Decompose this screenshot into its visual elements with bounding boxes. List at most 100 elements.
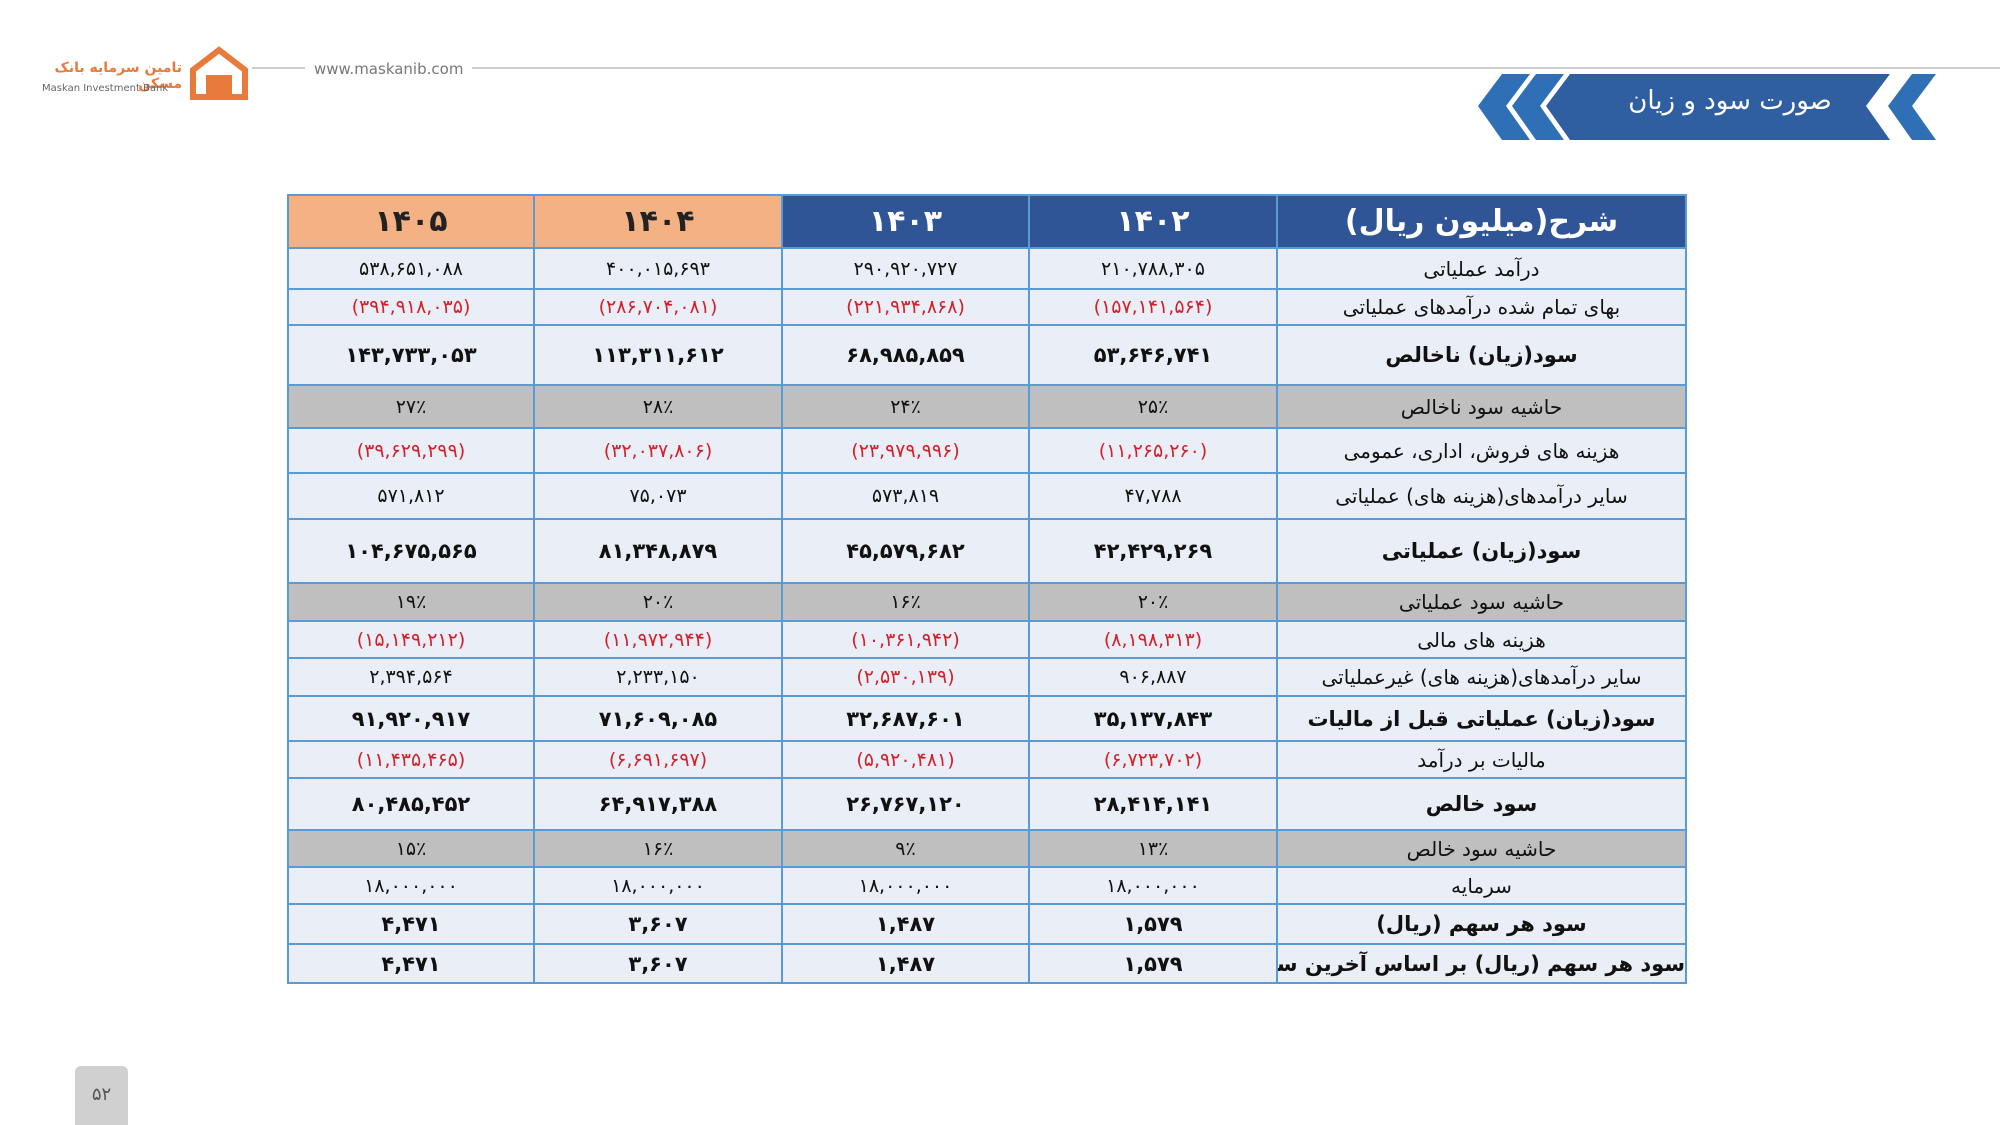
- table-row: سود هر سهم (ریال) ۱,۵۷۹ ۱,۴۸۷ ۳,۶۰۷ ۴,۴۷۱: [287, 903, 1687, 945]
- cell-value: ۴۲,۴۲۹,۲۶۹: [1028, 518, 1278, 584]
- cell-value: ۱۵٪: [287, 829, 535, 868]
- page-number: ۵۲: [91, 1084, 112, 1105]
- table-row: مالیات بر درآمد (۶,۷۲۳,۷۰۲) (۵,۹۲۰,۴۸۱) (۶,…: [287, 740, 1687, 779]
- table-row: سود خالص ۲۸,۴۱۴,۱۴۱ ۲۶,۷۶۷,۱۲۰ ۶۴,۹۱۷,۳۸۸ ۸۰…: [287, 777, 1687, 831]
- cell-value: (۱۱,۲۶۵,۲۶۰): [1028, 427, 1278, 474]
- cell-value: ۶۴,۹۱۷,۳۸۸: [533, 777, 783, 831]
- income-statement-table: شرح(میلیون ریال) ۱۴۰۲ ۱۴۰۳ ۱۴۰۴ ۱۴۰۵ درآمد عم…: [287, 194, 1687, 984]
- cell-value: ۲,۳۹۴,۵۶۴: [287, 657, 535, 697]
- title-banner: [1478, 74, 1936, 140]
- row-label: حاشیه سود عملیاتی: [1276, 582, 1687, 622]
- cell-value: ۱۹٪: [287, 582, 535, 622]
- cell-value: (۶,۷۲۳,۷۰۲): [1028, 740, 1278, 779]
- cell-value: (۱۱,۹۷۲,۹۴۴): [533, 620, 783, 659]
- cell-value: ۱۶٪: [533, 829, 783, 868]
- cell-value: (۱۰,۳۶۱,۹۴۲): [781, 620, 1030, 659]
- cell-value: ۱۶٪: [781, 582, 1030, 622]
- row-label: سود(زیان) عملیاتی: [1276, 518, 1687, 584]
- row-label: درآمد عملیاتی: [1276, 247, 1687, 290]
- table-row: هزینه های مالی (۸,۱۹۸,۳۱۳) (۱۰,۳۶۱,۹۴۲) (۱۱…: [287, 620, 1687, 659]
- column-header: ۱۴۰۲: [1028, 194, 1278, 249]
- row-label: سود خالص: [1276, 777, 1687, 831]
- cell-value: ۱۸,۰۰۰,۰۰۰: [781, 866, 1030, 905]
- table-row: درآمد عملیاتی ۲۱۰,۷۸۸,۳۰۵ ۲۹۰,۹۲۰,۷۲۷ ۴۰۰,۰…: [287, 247, 1687, 290]
- table-row: سایر درآمدهای(هزینه های) غیرعملیاتی ۹۰۶,۸…: [287, 657, 1687, 697]
- website-url: www.maskanib.com: [314, 60, 464, 78]
- cell-value: ۲۰٪: [1028, 582, 1278, 622]
- cell-value: (۳۹,۶۲۹,۲۹۹): [287, 427, 535, 474]
- column-header: شرح(میلیون ریال): [1276, 194, 1687, 249]
- table-row: حاشیه سود خالص ۱۳٪ ۹٪ ۱۶٪ ۱۵٪: [287, 829, 1687, 868]
- cell-value: ۲۹۰,۹۲۰,۷۲۷: [781, 247, 1030, 290]
- cell-value: ۹۰۶,۸۸۷: [1028, 657, 1278, 697]
- row-label: سایر درآمدهای(هزینه های) غیرعملیاتی: [1276, 657, 1687, 697]
- cell-value: (۳۲,۰۳۷,۸۰۶): [533, 427, 783, 474]
- cell-value: ۲۸,۴۱۴,۱۴۱: [1028, 777, 1278, 831]
- cell-value: ۱۱۳,۳۱۱,۶۱۲: [533, 324, 783, 386]
- cell-value: ۴۷,۷۸۸: [1028, 472, 1278, 520]
- cell-value: ۱۸,۰۰۰,۰۰۰: [533, 866, 783, 905]
- row-label: حاشیه سود ناخالص: [1276, 384, 1687, 429]
- table-row: سرمایه ۱۸,۰۰۰,۰۰۰ ۱۸,۰۰۰,۰۰۰ ۱۸,۰۰۰,۰۰۰ ۱۸,۰…: [287, 866, 1687, 905]
- cell-value: ۲۷٪: [287, 384, 535, 429]
- page-number-box: ۵۲: [75, 1066, 128, 1125]
- table-row: سود(زیان) عملیاتی قبل از مالیات ۳۵,۱۳۷,۸۴…: [287, 695, 1687, 742]
- cell-value: ۵۷۱,۸۱۲: [287, 472, 535, 520]
- row-label: سود(زیان) ناخالص: [1276, 324, 1687, 386]
- cell-value: (۲۳,۹۷۹,۹۹۶): [781, 427, 1030, 474]
- table-row: سایر درآمدهای(هزینه های) عملیاتی ۴۷,۷۸۸ ۵۷…: [287, 472, 1687, 520]
- row-label: مالیات بر درآمد: [1276, 740, 1687, 779]
- logo-subtitle: Maskan Investment Bank: [42, 83, 169, 94]
- cell-value: (۱۵,۱۴۹,۲۱۲): [287, 620, 535, 659]
- cell-value: ۲۴٪: [781, 384, 1030, 429]
- cell-value: ۲۶,۷۶۷,۱۲۰: [781, 777, 1030, 831]
- cell-value: ۹٪: [781, 829, 1030, 868]
- cell-value: (۲,۵۳۰,۱۳۹): [781, 657, 1030, 697]
- cell-value: ۲۵٪: [1028, 384, 1278, 429]
- cell-value: (۶,۶۹۱,۶۹۷): [533, 740, 783, 779]
- column-header: ۱۴۰۴: [533, 194, 783, 249]
- cell-value: ۵۷۳,۸۱۹: [781, 472, 1030, 520]
- column-header: ۱۴۰۳: [781, 194, 1030, 249]
- cell-value: ۳۵,۱۳۷,۸۴۳: [1028, 695, 1278, 742]
- cell-value: ۱۳٪: [1028, 829, 1278, 868]
- row-label: سود هر سهم (ریال): [1276, 903, 1687, 945]
- cell-value: ۸۱,۳۴۸,۸۷۹: [533, 518, 783, 584]
- cell-value: ۱۸,۰۰۰,۰۰۰: [287, 866, 535, 905]
- table-row: سود(زیان) عملیاتی ۴۲,۴۲۹,۲۶۹ ۴۵,۵۷۹,۶۸۲ ۸۱,…: [287, 518, 1687, 584]
- cell-value: ۴,۴۷۱: [287, 903, 535, 945]
- cell-value: ۳۲,۶۸۷,۶۰۱: [781, 695, 1030, 742]
- cell-value: ۹۱,۹۲۰,۹۱۷: [287, 695, 535, 742]
- logo-title: تامین سرمایه بانک مسکن: [54, 60, 183, 92]
- cell-value: (۲۸۶,۷۰۴,۰۸۱): [533, 288, 783, 326]
- cell-value: ۱,۴۸۷: [781, 943, 1030, 984]
- table-row: هزینه های فروش، اداری، عمومی (۱۱,۲۶۵,۲۶۰)…: [287, 427, 1687, 474]
- slide-title: صورت سود و زیان: [1628, 86, 1832, 116]
- row-label: سرمایه: [1276, 866, 1687, 905]
- cell-value: ۴۵,۵۷۹,۶۸۲: [781, 518, 1030, 584]
- cell-value: ۱۰۴,۶۷۵,۵۶۵: [287, 518, 535, 584]
- cell-value: ۴۰۰,۰۱۵,۶۹۳: [533, 247, 783, 290]
- cell-value: ۳,۶۰۷: [533, 943, 783, 984]
- cell-value: ۵۳,۶۴۶,۷۴۱: [1028, 324, 1278, 386]
- table-row: سود هر سهم (ریال) بر اساس آخرین سرمایه۱,…: [287, 943, 1687, 984]
- cell-value: ۳,۶۰۷: [533, 903, 783, 945]
- row-label: هزینه های فروش، اداری، عمومی: [1276, 427, 1687, 474]
- cell-value: ۱۴۳,۷۳۳,۰۵۳: [287, 324, 535, 386]
- header-graphics: [190, 46, 2000, 140]
- table-row: حاشیه سود ناخالص ۲۵٪ ۲۴٪ ۲۸٪ ۲۷٪: [287, 384, 1687, 429]
- cell-value: ۲۱۰,۷۸۸,۳۰۵: [1028, 247, 1278, 290]
- cell-value: (۱۱,۴۳۵,۴۶۵): [287, 740, 535, 779]
- table-row: حاشیه سود عملیاتی ۲۰٪ ۱۶٪ ۲۰٪ ۱۹٪: [287, 582, 1687, 622]
- cell-value: ۵۳۸,۶۵۱,۰۸۸: [287, 247, 535, 290]
- cell-value: ۴,۴۷۱: [287, 943, 535, 984]
- table-row: سود(زیان) ناخالص ۵۳,۶۴۶,۷۴۱ ۶۸,۹۸۵,۸۵۹ ۱۱۳,…: [287, 324, 1687, 386]
- table-row: بهای تمام شده درآمدهای عملیاتی (۱۵۷,۱۴۱,۵…: [287, 288, 1687, 326]
- row-label: حاشیه سود خالص: [1276, 829, 1687, 868]
- cell-value: ۶۸,۹۸۵,۸۵۹: [781, 324, 1030, 386]
- cell-value: ۸۰,۴۸۵,۴۵۲: [287, 777, 535, 831]
- row-label: هزینه های مالی: [1276, 620, 1687, 659]
- row-label: سود(زیان) عملیاتی قبل از مالیات: [1276, 695, 1687, 742]
- row-label: سایر درآمدهای(هزینه های) عملیاتی: [1276, 472, 1687, 520]
